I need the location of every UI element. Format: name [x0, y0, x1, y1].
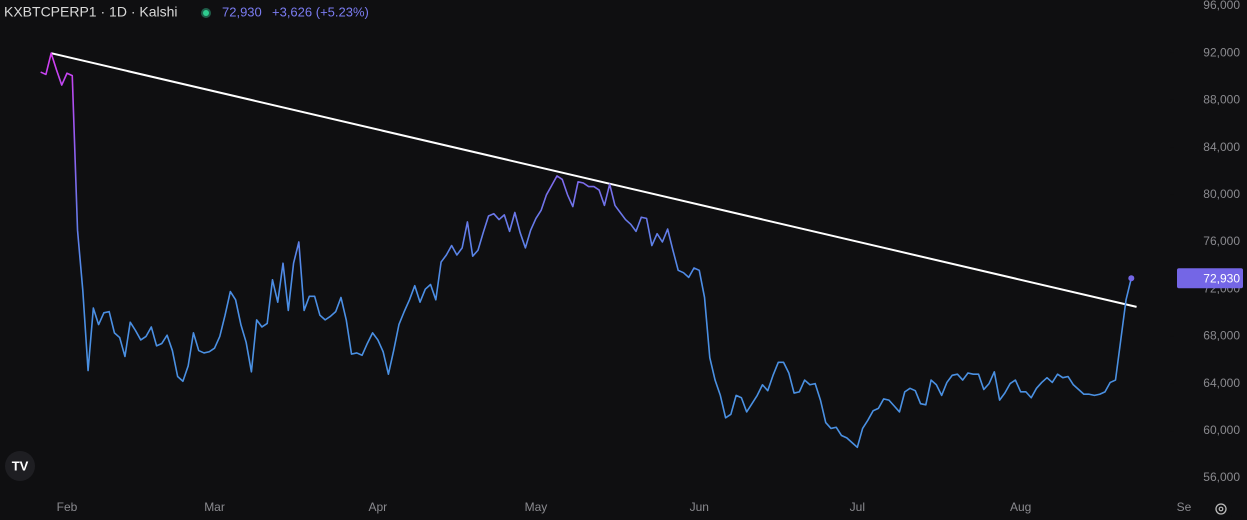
tradingview-logo[interactable]: TV: [5, 451, 35, 481]
price-tag: [1177, 268, 1243, 289]
y-tick-label: 92,000: [1203, 45, 1240, 59]
x-tick-label: Jun: [690, 500, 709, 514]
x-tick-label: Aug: [1010, 500, 1031, 514]
price-line: [40, 52, 1133, 449]
x-tick-label: Apr: [369, 500, 388, 514]
x-tick-label: May: [525, 500, 548, 514]
y-tick-label: 56,000: [1203, 470, 1240, 484]
trend-line: [50, 52, 1137, 308]
price-change: +3,626 (+5.23%): [272, 4, 369, 19]
x-tick-label: Mar: [204, 500, 225, 514]
last-price: 72,930: [222, 4, 262, 19]
x-tick-label: Feb: [57, 500, 78, 514]
y-tick-label: 88,000: [1203, 93, 1240, 107]
settings-icon-core[interactable]: [1218, 506, 1224, 512]
y-tick-label: 64,000: [1203, 376, 1240, 390]
logo-bg[interactable]: [5, 451, 35, 481]
status-dot: [203, 10, 209, 16]
x-tick-label: Jul: [850, 500, 865, 514]
logo-mark[interactable]: TV: [12, 458, 29, 473]
y-tick-label: 60,000: [1203, 423, 1240, 437]
x-tick-label: Se: [1177, 500, 1192, 514]
y-tick-label: 76,000: [1203, 234, 1240, 248]
y-tick-label: 68,000: [1203, 329, 1240, 343]
settings-icon[interactable]: [1215, 503, 1227, 515]
price-tag-label: 72,930: [1203, 271, 1240, 285]
settings-button[interactable]: [1210, 500, 1232, 518]
y-tick-label: 84,000: [1203, 140, 1240, 154]
last-point: [1128, 275, 1135, 282]
chart-title: KXBTCPERP1 · 1D · Kalshi: [4, 4, 178, 20]
y-tick-label: 96,000: [1203, 0, 1240, 12]
settings-bg[interactable]: [1210, 500, 1232, 518]
y-tick-label: 80,000: [1203, 187, 1240, 201]
